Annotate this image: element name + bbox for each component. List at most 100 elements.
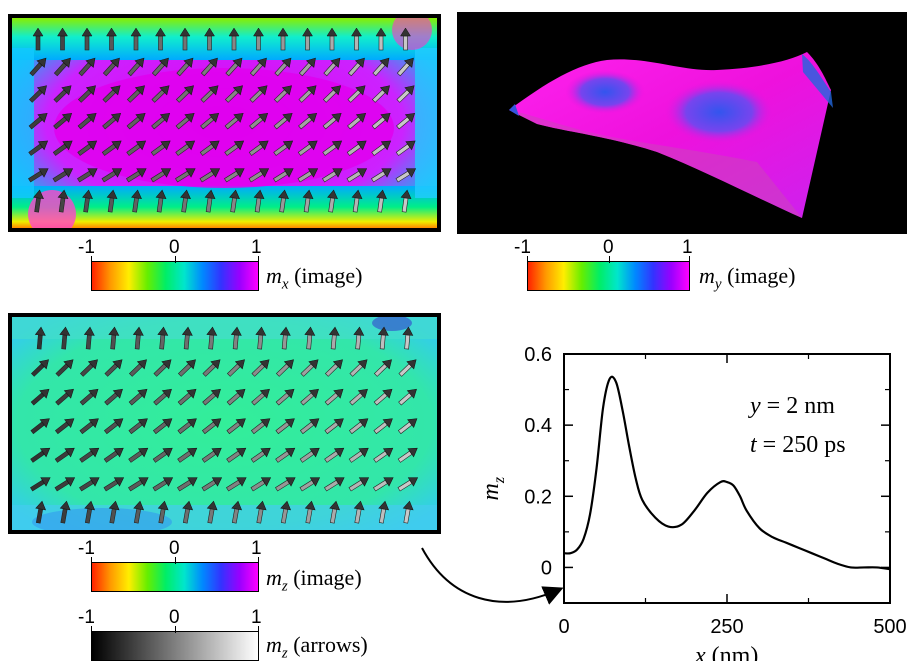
arrow-glyph (329, 500, 341, 524)
arrow-glyph (396, 57, 414, 77)
arrow-glyph (299, 418, 320, 435)
arrow-glyph (348, 447, 369, 463)
arrow-glyph (250, 477, 272, 492)
arrow-glyph (253, 27, 264, 51)
arrow-glyph (128, 388, 148, 406)
arrow-glyph (54, 418, 75, 435)
arrow-glyph (324, 447, 345, 463)
mz-arrow-colorbar-tick-label: 0 (169, 607, 180, 628)
arrow-glyph (371, 140, 392, 156)
y-axis-label: mz (478, 476, 508, 500)
my-colorbar (527, 261, 690, 291)
x-axis-label: x (nm) (694, 643, 758, 661)
arrow-glyph (402, 500, 414, 524)
arrow-glyph (175, 140, 196, 156)
mz-colorbar-tick (175, 557, 176, 564)
arrow-glyph (300, 359, 319, 377)
mz-colorbar-tick (258, 557, 259, 564)
arrow-glyph (253, 189, 265, 213)
arrow-glyph (128, 418, 148, 435)
mx-colorbar-label: mx (image) (266, 263, 363, 293)
my-colorbar-tick (527, 256, 528, 263)
my-colorbar-tick (609, 256, 610, 263)
connector-arrow (421, 547, 564, 605)
arrow-glyph (201, 418, 222, 435)
mz-arrow-colorbar-tick-label: -1 (78, 607, 95, 628)
mz-arrow-colorbar-tick (91, 626, 92, 633)
my-colorbar-label: my (image) (699, 263, 796, 293)
arrow-glyph (28, 168, 49, 183)
arrow-glyph (151, 57, 169, 77)
arrow-glyph (224, 112, 244, 130)
arrow-glyph (400, 189, 412, 213)
arrow-glyph (77, 168, 98, 183)
mx-arrow-field (28, 27, 417, 213)
arrow-glyph (77, 140, 98, 156)
mz-profile-line (563, 375, 891, 571)
arrow-glyph (353, 326, 365, 350)
arrow-glyph (396, 85, 415, 103)
arrow-glyph (275, 418, 295, 435)
arrow-glyph (328, 326, 340, 350)
arrow-glyph (79, 359, 98, 377)
arrow-glyph (57, 27, 68, 51)
y-tick-label: 0.2 (524, 486, 552, 508)
arrow-glyph (304, 326, 316, 350)
arrow-glyph (226, 359, 245, 377)
arrow-glyph (226, 418, 246, 435)
chart-ticks: 0 0.2 0.4 0.6 0 250 500 (524, 344, 907, 638)
annotation-y: y = 2 nm (748, 393, 835, 419)
arrow-glyph (373, 477, 394, 492)
mx-colorbar-tick-label: 0 (169, 237, 180, 258)
arrow-glyph (204, 189, 216, 213)
arrow-glyph (248, 140, 269, 156)
arrow-glyph (79, 418, 99, 435)
arrow-glyph (150, 140, 171, 156)
arrow-glyph (130, 27, 142, 51)
arrow-glyph (274, 57, 292, 77)
arrow-glyph (348, 418, 369, 435)
arrow-glyph (322, 168, 343, 183)
arrow-glyph (299, 447, 320, 463)
y-tick-label: 0.6 (524, 344, 552, 366)
arrow-glyph (273, 168, 294, 183)
arrow-glyph (397, 418, 418, 435)
arrow-glyph (30, 477, 51, 492)
arrow-glyph (250, 447, 271, 463)
arrow-glyph (304, 500, 316, 524)
arrow-glyph (103, 447, 124, 463)
arrow-glyph (126, 85, 145, 103)
arrow-glyph (298, 85, 317, 103)
arrow-glyph (128, 447, 149, 463)
arrow-glyph (298, 112, 318, 130)
arrow-glyph (322, 140, 343, 156)
arrow-glyph (327, 189, 338, 213)
arrow-glyph (299, 477, 321, 492)
arrow-glyph (102, 112, 122, 130)
arrow-glyph (398, 388, 417, 406)
arrow-glyph (157, 326, 169, 350)
arrow-glyph (229, 189, 240, 213)
arrow-glyph (132, 326, 144, 350)
mz-colorbar-tick-label: 0 (169, 538, 180, 559)
y-tick-label: 0 (541, 557, 552, 579)
arrow-glyph (378, 500, 390, 524)
arrow-glyph (250, 418, 271, 435)
arrow-glyph (103, 477, 125, 492)
arrow-glyph (302, 189, 314, 213)
arrow-glyph (79, 447, 100, 463)
arrow-glyph (347, 57, 365, 77)
mx-colorbar-tick (258, 256, 259, 263)
mz-colorbar-arrows (91, 631, 259, 661)
arrow-glyph (275, 447, 296, 463)
arrow-glyph (373, 388, 393, 406)
arrow-glyph (177, 447, 198, 463)
arrow-glyph (202, 359, 221, 377)
arrow-glyph (375, 27, 387, 51)
arrow-glyph (298, 57, 316, 77)
arrow-glyph (226, 447, 247, 463)
arrow-glyph (351, 27, 362, 51)
arrow-glyph (202, 388, 221, 406)
arrow-glyph (204, 27, 215, 51)
arrow-glyph (155, 27, 166, 51)
